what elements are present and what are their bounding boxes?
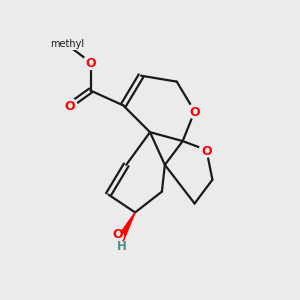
Text: H: H (117, 240, 127, 253)
Text: O: O (85, 57, 96, 70)
Circle shape (63, 98, 77, 112)
Text: O: O (112, 228, 123, 241)
Polygon shape (117, 212, 135, 241)
Circle shape (188, 104, 202, 118)
Text: methyl: methyl (50, 40, 84, 50)
Text: O: O (64, 100, 75, 113)
Text: O: O (201, 145, 212, 158)
Circle shape (83, 55, 98, 70)
Text: O: O (189, 106, 200, 119)
Circle shape (111, 230, 123, 242)
Circle shape (199, 143, 214, 157)
